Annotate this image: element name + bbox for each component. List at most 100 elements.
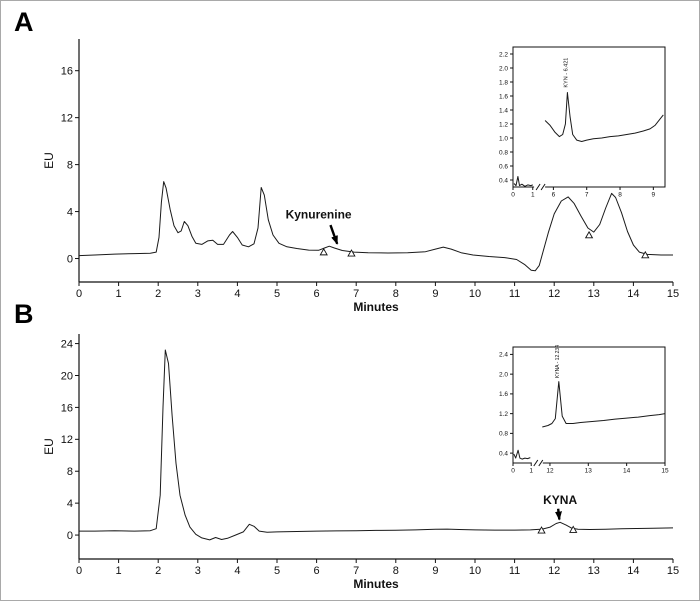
panel-b-main-y-tick-label: 24 (61, 338, 73, 350)
panel-a-inset-y-tick-label: 2.0 (499, 65, 508, 72)
panel-a-main-x-tick-label: 11 (509, 288, 520, 300)
panel-b-main-x-tick-label: 15 (667, 565, 679, 577)
panel-a-inset-x-tick-label: 8 (618, 192, 622, 199)
panel-b-inset-x-tick-label: 12 (546, 468, 554, 475)
panel-b-main-annotation-text: KYNA (543, 493, 577, 507)
trace-chromatogram-B (79, 349, 674, 541)
panel-a-main-x-tick-label: 13 (588, 288, 600, 300)
panel-a-main-x-tick-label: 2 (155, 288, 161, 300)
panel-b-main-y-tick-label: 16 (61, 402, 73, 414)
panel-a-inset-axis-break-mark (540, 183, 546, 191)
panel-a-main-x-tick-label: 7 (353, 288, 359, 300)
trace-inset-A-pre-break (513, 176, 533, 187)
panel-a-inset-y-tick-label: 1.6 (499, 93, 508, 100)
panel-b-inset-x-tick-label: 0 (511, 468, 515, 475)
panel-a-main-x-tick-label: 15 (667, 288, 679, 300)
trace-inset-B-pre-break (513, 449, 531, 460)
panel-a-main-integration-marker (347, 249, 356, 257)
panel-b-main-x-tick-label: 9 (432, 565, 438, 577)
panel-b-main-x-tick-label: 3 (195, 565, 201, 577)
panel-a-inset-y-tick-label: 2.2 (499, 51, 508, 58)
trace-chromatogram-A (78, 181, 673, 272)
panel-b-inset-y-tick-label: 1.2 (499, 411, 508, 418)
panel-b-main-x-tick-label: 13 (588, 565, 600, 577)
panel-b-label: B (14, 299, 34, 329)
panel-a-inset-x-tick-label: 6 (552, 192, 556, 199)
panel-a-inset-y-tick-label: 0.6 (499, 163, 508, 170)
panel-b-main-x-tick-label: 14 (627, 565, 639, 577)
panel-a-main-y-tick-label: 4 (67, 206, 73, 218)
panel-b-inset-y-tick-label: 1.6 (499, 391, 508, 398)
panel-b-main-x-tick-label: 6 (314, 565, 320, 577)
panel-a-inset-axis-break-gap (534, 185, 546, 189)
panel-b-inset-y-tick-label: 2.0 (499, 371, 508, 378)
panel-b-inset-annotation-text: KYNA - 12.234 (555, 345, 561, 378)
panel-a-main-x-tick-label: 14 (627, 288, 639, 300)
panel-b-inset-x-tick-label: 13 (585, 468, 593, 475)
panel-a-inset-axis-break-mark (535, 183, 541, 191)
trace-inset-A-post-break (544, 92, 664, 142)
panel-a-main-integration-marker (319, 247, 328, 256)
panel-b-main-y-axis-title: EU (42, 438, 56, 455)
panel-a-inset-x-tick-label: 1 (531, 192, 535, 199)
panel-a-main-y-tick-label: 0 (67, 253, 73, 265)
panel-a-inset-frame (512, 46, 666, 188)
panel-b-inset-y-tick-label: 0.8 (499, 431, 508, 438)
panel-a-inset-y-tick-label: 0.8 (499, 149, 508, 156)
panel-a-main-annotation-arrow (329, 224, 339, 245)
panel-b-main-x-tick-label: 10 (469, 565, 481, 577)
panel-a-main-x-tick-label: 6 (314, 288, 320, 300)
panel-a-main-y-tick-label: 12 (61, 113, 73, 125)
panel-b-main-x-tick-label: 2 (155, 565, 161, 577)
chart-panel-b-inset: 0 1 12 13 14 15 0.4 0.8 1.2 1.6 2.0 2.4 KYNA - 12.23… (499, 345, 669, 475)
panel-a-main-integration-marker (641, 250, 650, 259)
panel-a-main-x-tick-label: 10 (469, 288, 481, 300)
panel-a-inset-y-tick-label: 1.4 (499, 107, 508, 114)
panel-a-main-integration-marker (584, 230, 594, 239)
panel-b-inset-y-tick-label: 0.4 (499, 450, 508, 457)
panel-a-inset-x-tick-label: 7 (585, 192, 589, 199)
panel-a-inset-annotation-text: KYN - 6.421 (563, 58, 569, 88)
panel-a-main-x-tick-label: 1 (116, 288, 122, 300)
panel-a-inset-x-tick-label: 9 (652, 192, 656, 199)
panel-b-main-x-tick-label: 11 (509, 565, 520, 577)
panel-a-main-annotation-text: Kynurenine (286, 208, 352, 222)
panel-b-main-x-tick-label: 5 (274, 565, 280, 577)
panel-b-inset-axis-break-mark (538, 459, 544, 467)
panel-b-main-x-tick-label: 12 (548, 565, 560, 577)
panel-b-main-integration-marker (537, 526, 546, 534)
panel-b-main-x-tick-label: 8 (393, 565, 399, 577)
panel-b-inset-y-tick-label: 2.4 (499, 352, 508, 359)
panel-a-inset-x-tick-label: 0 (511, 192, 515, 199)
panel-b-main-x-tick-label: 0 (76, 565, 82, 577)
panel-a-main-x-tick-label: 5 (274, 288, 280, 300)
panel-a-label: A (14, 7, 34, 37)
panel-a-main-x-tick-label: 4 (234, 288, 240, 300)
panel-b-inset-axis-break-mark (533, 459, 539, 467)
panel-a-inset-y-tick-label: 1.2 (499, 121, 508, 128)
panel-a-main-x-axis-title: Minutes (353, 300, 399, 314)
panel-b-main-annotation-arrow (554, 508, 562, 521)
panel-b-main-x-tick-label: 7 (353, 565, 359, 577)
panel-b-inset-x-tick-label: 14 (623, 468, 631, 475)
panel-b-main-y-tick-label: 12 (61, 434, 73, 446)
panel-a-main-x-tick-label: 9 (432, 288, 438, 300)
panel-b-inset-x-tick-label: 1 (529, 468, 533, 475)
panel-a-main-y-axis-title: EU (42, 152, 56, 169)
panel-b-main-x-axis-title: Minutes (353, 577, 399, 591)
panel-b-main-integration-marker (569, 525, 578, 533)
panel-b-main-y-tick-label: 8 (67, 466, 73, 478)
trace-inset-B-post-break (542, 381, 666, 428)
panel-a-inset-y-tick-label: 1.8 (499, 79, 508, 86)
panel-a-inset-y-tick-label: 1.0 (499, 135, 508, 142)
panel-b-main-x-tick-label: 4 (234, 565, 240, 577)
panel-b-main-y-tick-label: 4 (67, 498, 73, 510)
panel-b-main-x-tick-label: 1 (116, 565, 122, 577)
panel-b-inset-axis-break-gap (531, 461, 543, 465)
panel-a-main-x-tick-label: 8 (393, 288, 399, 300)
panel-b-inset-x-tick-label: 15 (661, 468, 669, 475)
chart-panel-b-main: 0 1 2 3 4 5 6 7 8 9 10 11 12 13 14 1504812162024KYNAEUM… (42, 334, 679, 591)
panel-b-main-y-tick-label: 0 (67, 530, 73, 542)
